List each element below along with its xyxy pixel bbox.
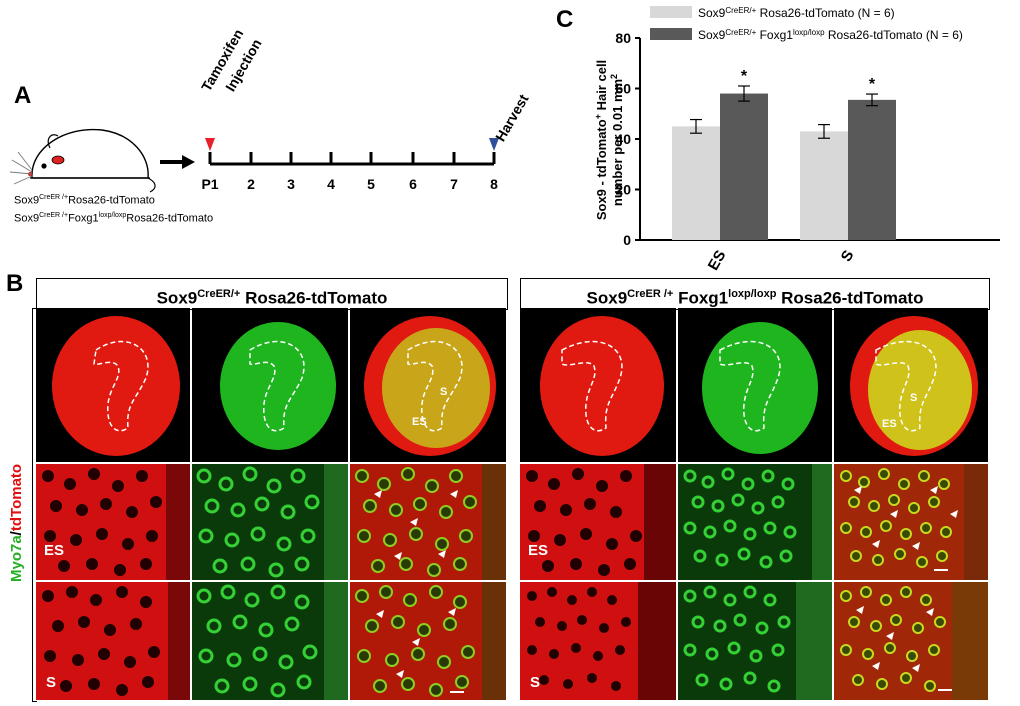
- panel-c-letter: C: [556, 6, 574, 33]
- y-axis-label-line1: Sox9 - tdTomato+ Hair cell: [593, 60, 609, 220]
- y-tick-label: 60: [615, 81, 631, 97]
- region-s-label-right: S: [530, 674, 541, 691]
- panel-b-letter: B: [6, 270, 24, 297]
- timeline-day-label: 2: [247, 176, 255, 192]
- bar: [672, 126, 720, 240]
- legend-swatch: [650, 6, 692, 18]
- timeline-day-label: 6: [409, 176, 417, 192]
- overlay-es-label: ES: [412, 416, 427, 428]
- side-channel-label: Myo7a/tdTomato: [8, 463, 25, 582]
- region-s-label: S: [46, 674, 57, 691]
- timeline: [205, 138, 499, 166]
- timeline-day-label: 8: [490, 176, 498, 192]
- right-whole-red: [520, 308, 676, 462]
- bar: [720, 93, 768, 240]
- bar: [800, 131, 848, 240]
- overlay-s-label: S: [440, 386, 448, 398]
- bar-chart: 0 20 40 60 80 Sox9 - tdTomato+ Hair cell numbe…: [593, 6, 1000, 274]
- left-es-merge: [350, 464, 506, 580]
- left-bracket: [32, 308, 37, 702]
- bar: [848, 99, 896, 240]
- left-es-red: ES: [36, 464, 190, 580]
- left-s-red: S: [36, 582, 190, 700]
- right-es-merge: [834, 464, 988, 580]
- tamoxifen-marker-icon: [205, 138, 215, 151]
- y-tick-label: 40: [615, 131, 631, 147]
- y-axis-label-line2: number per 0.01 mm2: [609, 74, 625, 206]
- left-es-green: [192, 464, 348, 580]
- timeline-day-label: 7: [450, 176, 458, 192]
- overlay-es-label-right: ES: [882, 418, 897, 430]
- legend-entry: Sox9CreER/+ Foxg1loxp/loxp Rosa26-tdToma…: [698, 28, 963, 42]
- mouse-genotype-label-2: Sox9CreER /+Foxg1loxp/loxpRosa26-tdTomat…: [14, 212, 214, 225]
- region-es-label: ES: [44, 542, 65, 559]
- timeline-day-label: 3: [287, 176, 295, 192]
- timeline-day-label: 5: [367, 176, 375, 192]
- right-s-red: S: [520, 582, 676, 700]
- x-tick-label: ES: [705, 248, 730, 274]
- legend-entry: Sox9CreER/+ Rosa26-tdTomato (N = 6): [698, 6, 895, 20]
- timeline-day-label: 4: [327, 176, 335, 192]
- left-whole-green: [192, 308, 348, 462]
- region-es-label-right: ES: [528, 542, 549, 559]
- right-es-red: ES: [520, 464, 676, 580]
- mouse-illustration: [10, 128, 156, 193]
- timeline-day-label: P1: [201, 176, 219, 192]
- arrow-right-icon: [160, 155, 195, 169]
- right-es-green: [678, 464, 832, 580]
- left-whole-merge: S ES: [350, 308, 506, 462]
- right-s-green: [678, 582, 832, 700]
- x-tick-label: S: [838, 248, 858, 265]
- left-genotype-header: Sox9CreER/+ Rosa26-tdTomato: [36, 278, 508, 310]
- right-whole-merge: S ES: [834, 308, 988, 462]
- y-tick-label: 20: [615, 182, 631, 198]
- right-s-merge: [834, 582, 988, 700]
- significance-star: *: [741, 68, 748, 85]
- right-genotype-header: Sox9CreER /+ Foxg1loxp/loxp Rosa26-tdTom…: [520, 278, 990, 310]
- legend-swatch: [650, 28, 692, 40]
- y-tick-label: 0: [623, 232, 631, 248]
- harvest-marker-icon: [489, 138, 499, 151]
- right-whole-green: [678, 308, 832, 462]
- mouse-genotype-label-1: Sox9CreER /+Rosa26-tdTomato: [14, 194, 155, 207]
- overlay-s-label-right: S: [910, 392, 918, 404]
- panel-a-letter: A: [14, 82, 32, 109]
- left-s-green: [192, 582, 348, 700]
- y-tick-label: 80: [615, 30, 631, 46]
- significance-star: *: [869, 76, 876, 93]
- left-whole-red: [36, 308, 190, 462]
- left-s-merge: [350, 582, 506, 700]
